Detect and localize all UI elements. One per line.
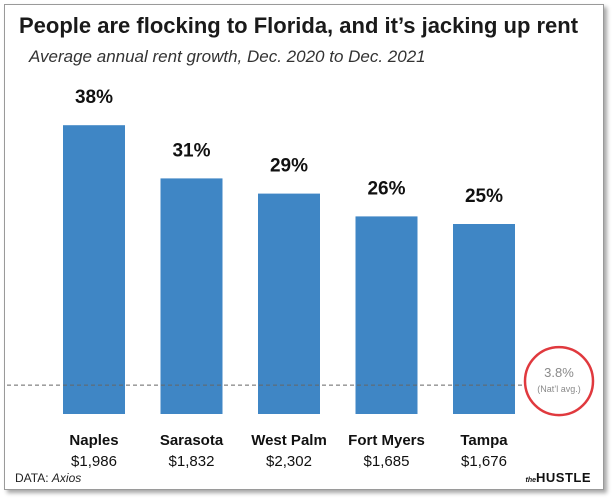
data-label: 29%	[270, 156, 308, 177]
source-credit: DATA: Axios	[15, 471, 81, 485]
bar	[355, 216, 418, 414]
x-tick-label: Fort Myers	[348, 432, 425, 449]
chart-card: People are flocking to Florida, and it’s…	[4, 4, 604, 490]
x-tick-label: Tampa	[460, 432, 508, 449]
bar	[63, 125, 125, 414]
x-tick-label: Sarasota	[160, 432, 224, 449]
x-sub-label: $1,685	[364, 453, 410, 470]
bar-chart: 38% Naples $1,986 31% Sarasota $1,832 29% West …	[7, 87, 595, 470]
data-label: 38%	[75, 87, 113, 108]
data-label: 25%	[465, 186, 503, 207]
data-label: 31%	[172, 140, 210, 161]
national-average-label: 3.8%	[544, 365, 574, 380]
bar	[160, 178, 223, 414]
x-tick-label: Naples	[69, 432, 118, 449]
x-sub-label: $1,676	[461, 453, 507, 470]
chart-subtitle: Average annual rent growth, Dec. 2020 to…	[29, 47, 426, 66]
brand-small: the	[525, 477, 537, 484]
x-sub-label: $1,832	[169, 453, 215, 470]
x-sub-label: $1,986	[71, 453, 117, 470]
bar	[258, 193, 320, 414]
brand-big: HUSTLE	[536, 470, 591, 485]
bar	[453, 224, 515, 414]
brand-logo: theHUSTLE	[526, 469, 592, 487]
source-name: Axios	[51, 471, 82, 485]
national-average-sublabel: (Nat’l avg.)	[537, 384, 581, 394]
chart-title: People are flocking to Florida, and it’s…	[19, 13, 579, 38]
data-label: 26%	[367, 178, 405, 199]
source-prefix: DATA:	[15, 471, 49, 485]
x-sub-label: $2,302	[266, 453, 312, 470]
x-tick-label: West Palm	[251, 432, 327, 449]
highlight-circle	[523, 345, 595, 417]
